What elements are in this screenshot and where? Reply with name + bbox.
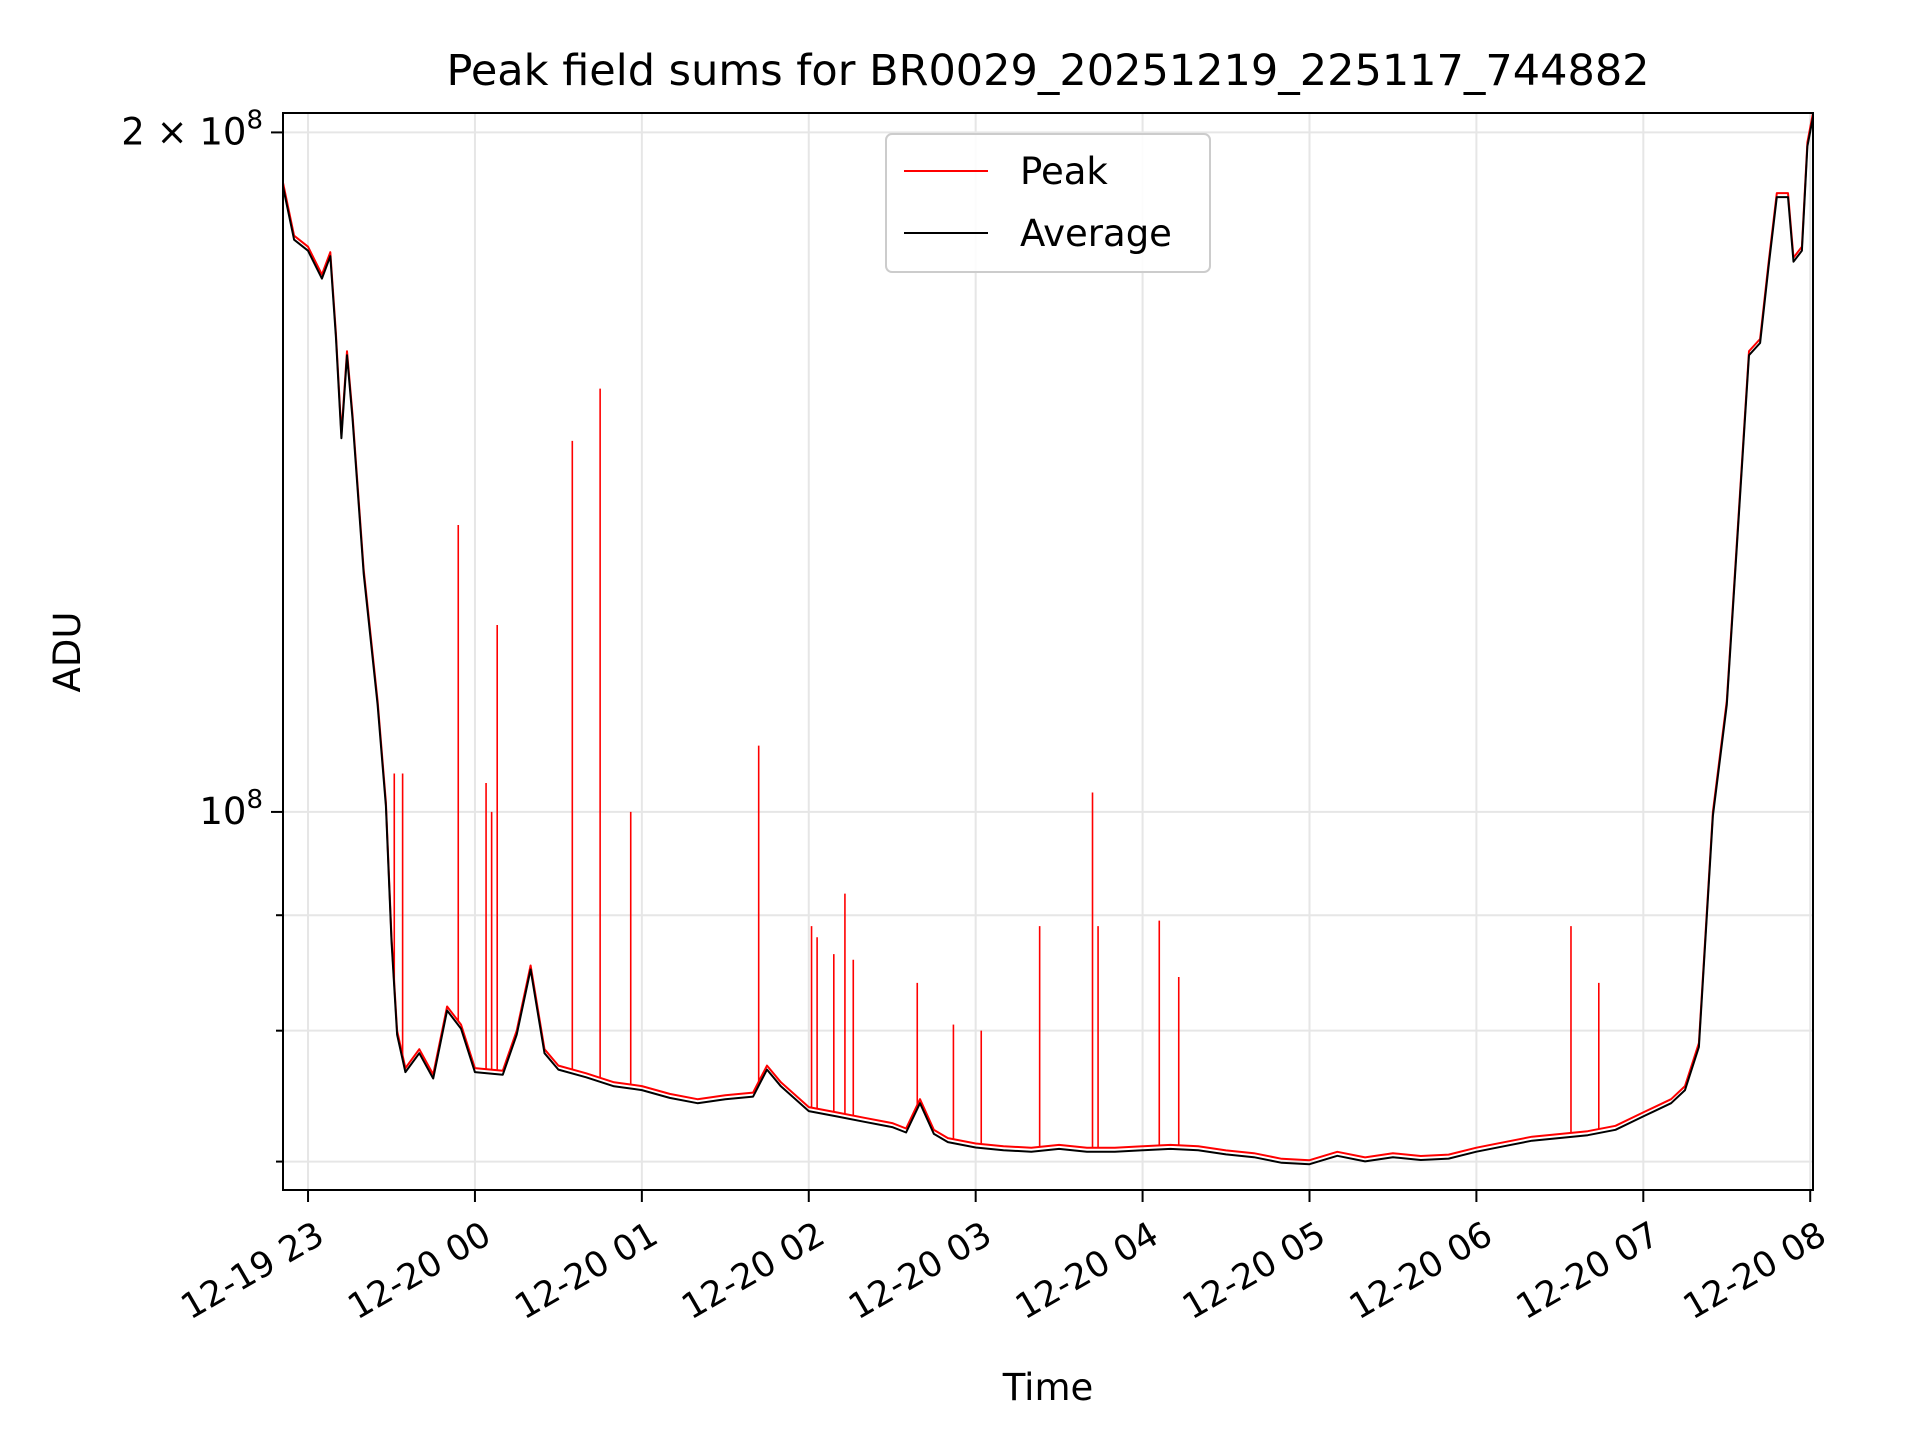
series-layer	[283, 113, 1813, 1166]
legend-peak-label: Peak	[1020, 150, 1108, 193]
x-axis-label: Time	[1002, 1366, 1094, 1409]
y-axis: 2 × 108 108	[121, 105, 283, 1163]
series-average-line	[283, 116, 1813, 1166]
gridlines	[283, 113, 1813, 1190]
plot-frame	[282, 112, 1814, 1191]
legend: Peak Average	[885, 133, 1211, 273]
y-tick-label: 2 × 108	[121, 105, 263, 153]
chart-title: Peak field sums for BR0029_20251219_2251…	[446, 46, 1649, 96]
y-axis-label: ADU	[46, 612, 89, 693]
y-tick-label: 108	[199, 785, 263, 833]
legend-frame	[885, 133, 1211, 273]
legend-average-label: Average	[1020, 212, 1172, 255]
